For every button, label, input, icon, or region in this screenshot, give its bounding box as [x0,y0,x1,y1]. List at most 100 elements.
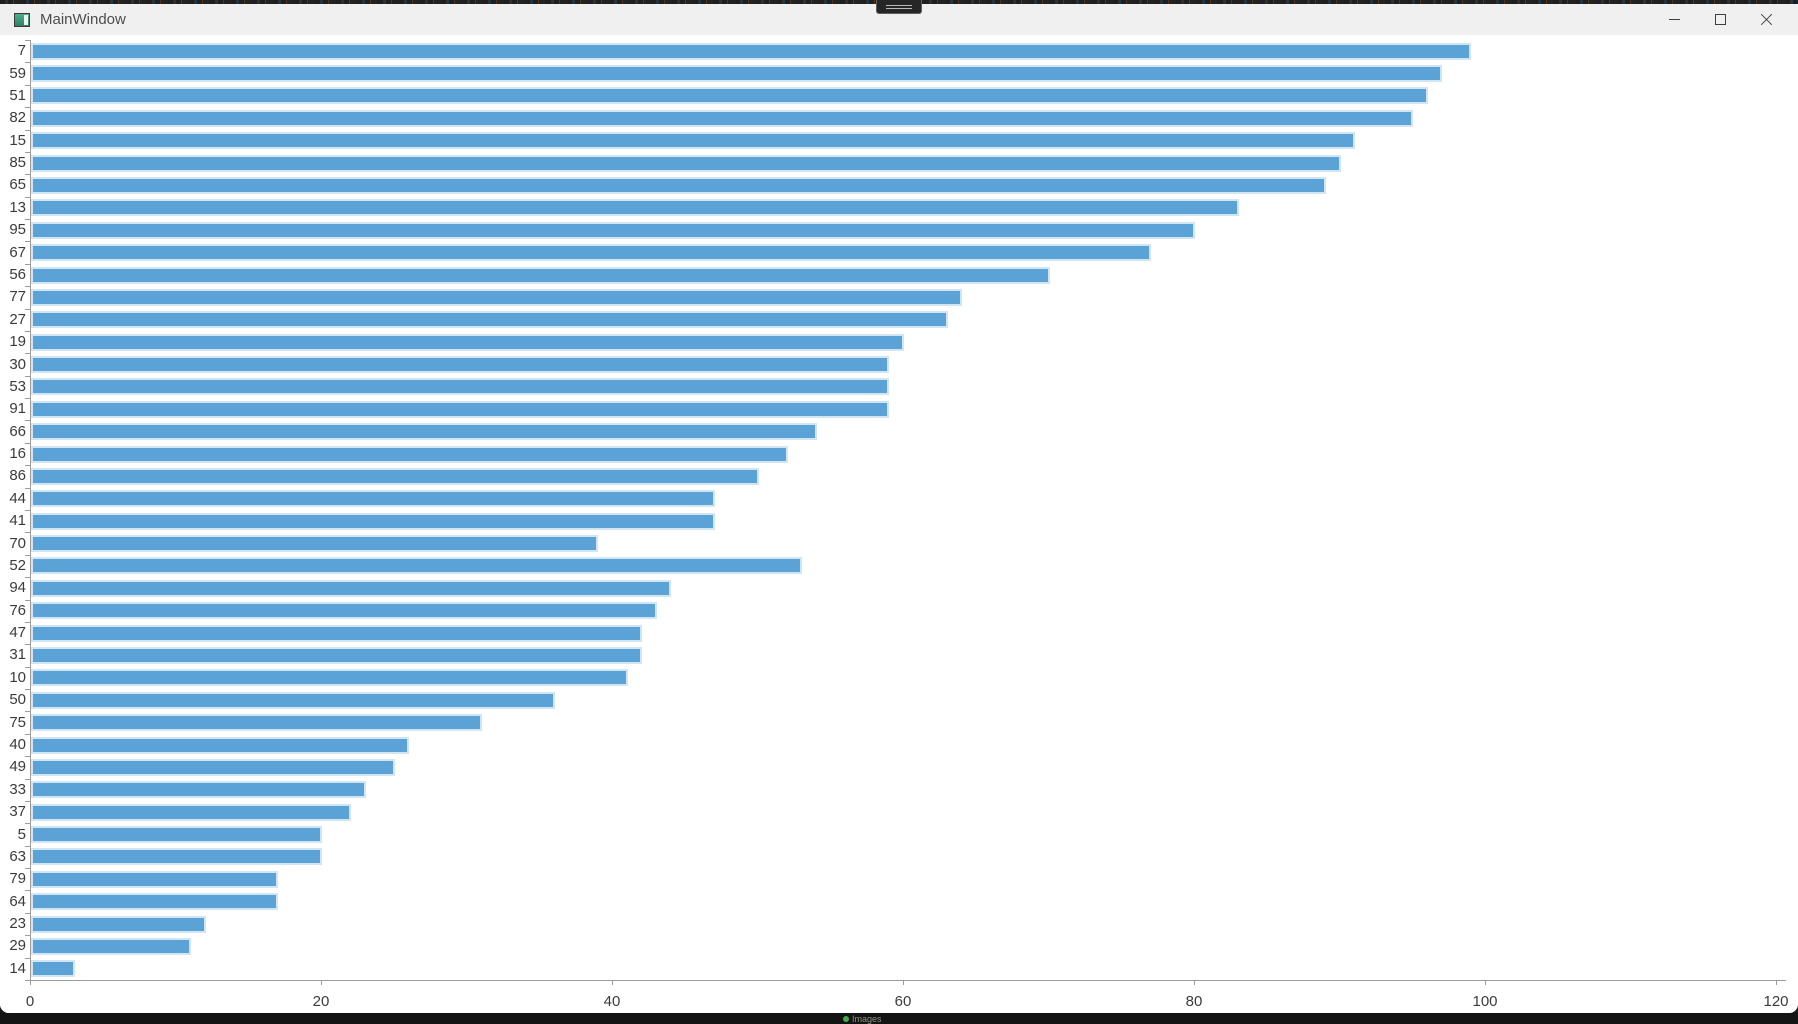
bar [31,467,759,485]
x-axis-tick-label: 80 [1185,993,1203,1010]
bar [31,132,1356,150]
x-axis-line [30,980,1786,981]
app-icon [14,12,30,27]
y-axis-tick [25,756,30,758]
bar [31,915,206,933]
y-axis-tick [25,465,30,467]
bar [31,400,890,418]
y-axis-label: 53 [9,377,26,395]
bar [31,109,1414,127]
y-axis-tick [25,129,30,131]
bar [31,378,890,396]
y-axis-tick [25,151,30,153]
y-axis-label: 75 [9,713,26,731]
y-axis-label: 91 [9,400,26,418]
x-axis-tick-label: 20 [312,993,330,1010]
bar [31,490,715,508]
y-axis-label: 79 [9,870,26,888]
x-axis-tick [30,980,31,985]
y-axis-tick [25,241,30,243]
y-axis-tick [25,196,30,198]
y-axis-label: 67 [9,243,26,261]
y-axis-tick [25,733,30,735]
y-axis-label: 47 [9,624,26,642]
x-axis-tick [1485,980,1486,985]
bar [31,199,1239,217]
x-axis-tick [1194,980,1195,985]
window-title: MainWindow [40,11,126,28]
y-axis-tick [25,107,30,109]
y-axis-tick [25,286,30,288]
bar [31,781,366,799]
y-axis-label: 63 [9,847,26,865]
y-axis-tick [25,174,30,176]
y-axis-label: 33 [9,780,26,798]
bar [31,669,628,687]
y-axis-label: 70 [9,534,26,552]
bar [31,758,395,776]
y-axis-label: 29 [9,937,26,955]
y-axis-label: 23 [9,915,26,933]
y-axis-tick [25,644,30,646]
window-controls [1651,4,1798,35]
y-axis-tick [25,689,30,691]
y-axis-label: 66 [9,422,26,440]
bar [31,42,1472,60]
main-window: MainWindow 7 59 51 82 15 85 65 13 95 67 56 77 27 19 30… [0,4,1798,1013]
bar [31,937,192,955]
y-axis-tick [25,330,30,332]
y-axis-label: 85 [9,154,26,172]
bar [31,691,555,709]
y-axis-label: 15 [9,131,26,149]
y-axis-tick [25,890,30,892]
y-axis-label: 44 [9,489,26,507]
screen-share-handle[interactable] [876,0,922,14]
x-axis-tick-label: 100 [1472,993,1498,1010]
y-axis-tick [25,711,30,713]
maximize-button[interactable] [1697,4,1743,35]
y-axis-tick [25,40,30,41]
y-axis-tick [25,84,30,86]
y-axis-tick [25,442,30,444]
y-axis-tick [25,398,30,400]
x-axis-tick [903,980,904,985]
bar [31,356,890,374]
y-axis-tick [25,957,30,959]
minimize-icon [1668,19,1680,20]
bar [31,557,803,575]
bar [31,624,643,642]
y-axis-tick [25,980,30,981]
y-axis-label: 76 [9,601,26,619]
y-axis-tick [25,554,30,556]
images-app-icon [843,1015,849,1022]
taskbar-item-label: Images [852,1013,882,1024]
y-axis-label: 82 [9,109,26,127]
close-button[interactable] [1743,4,1789,35]
bar [31,960,75,978]
y-axis-tick [25,577,30,579]
bar [31,266,1050,284]
y-axis-tick [25,420,30,422]
minimize-button[interactable] [1651,4,1697,35]
taskbar[interactable]: Images [0,1013,1798,1024]
taskbar-item-images[interactable]: Images [843,1013,882,1024]
x-axis-tick-label: 60 [894,993,912,1010]
y-axis-tick [25,375,30,377]
bar [31,423,817,441]
y-axis-label: 95 [9,221,26,239]
y-axis-tick [25,666,30,668]
x-axis-tick [1776,980,1777,985]
y-axis-label: 37 [9,803,26,821]
bar [31,535,599,553]
y-axis-tick [25,778,30,780]
y-axis-tick [25,599,30,601]
y-axis-tick [25,353,30,355]
y-axis-tick [25,621,30,623]
bar [31,803,352,821]
bar [31,646,643,664]
bar [31,311,948,329]
y-axis-label: 49 [9,758,26,776]
x-axis-tick-label: 40 [603,993,621,1010]
bar [31,65,1443,83]
